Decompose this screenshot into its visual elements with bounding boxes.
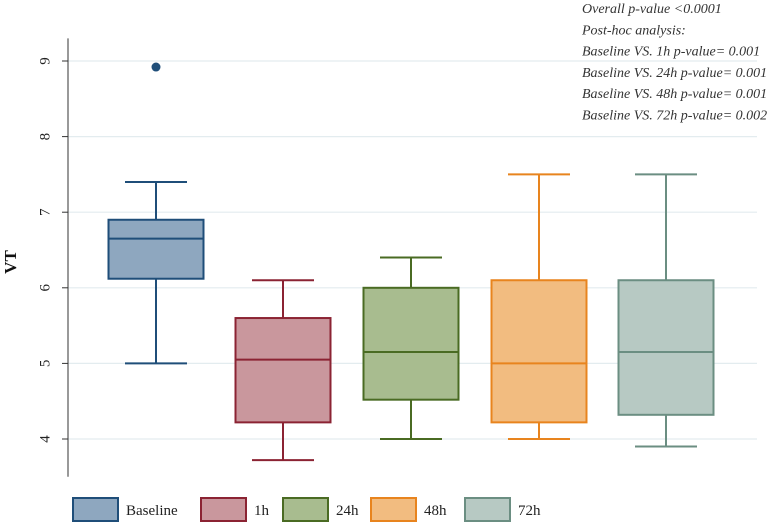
annotation-72h: Baseline VS. 72h p-value= 0.002 — [582, 109, 767, 124]
y-tick-label: 5 — [37, 360, 53, 368]
legend-label: 72h — [518, 503, 541, 519]
iqr-box — [617, 279, 715, 416]
y-tick-label: 7 — [37, 208, 53, 216]
y-axis-label: VT — [1, 250, 20, 274]
legend-label: 1h — [254, 503, 270, 519]
annotation-24h: Baseline VS. 24h p-value= 0.001 — [582, 66, 767, 81]
legend-swatch — [370, 497, 417, 522]
box-48h — [490, 173, 588, 440]
iqr-box — [490, 279, 588, 424]
legend-item-48h: 48h — [370, 497, 447, 522]
y-tick-label: 6 — [37, 284, 53, 292]
legend: Baseline 1h 24h 48h 72h — [72, 497, 541, 522]
y-tick-label: 9 — [37, 57, 53, 65]
annotation-1h: Baseline VS. 1h p-value= 0.001 — [582, 45, 760, 60]
annotation-48h: Baseline VS. 48h p-value= 0.001 — [582, 87, 767, 102]
box-1h — [234, 279, 332, 462]
annotation-overall: Overall p-value <0.0001 — [582, 2, 722, 17]
annotation-posthoc: Post-hoc analysis: — [581, 23, 686, 38]
iqr-box — [234, 317, 332, 424]
legend-swatch — [282, 497, 329, 522]
y-axis: VT 4 5 6 7 8 9 — [1, 38, 69, 477]
legend-item-1h: 1h — [200, 497, 270, 522]
box-24h — [362, 256, 460, 440]
legend-item-24h: 24h — [282, 497, 359, 522]
legend-label: 24h — [336, 503, 359, 519]
legend-item-72h: 72h — [464, 497, 541, 522]
legend-swatch — [72, 497, 119, 522]
boxes — [107, 62, 715, 462]
y-tick-label: 8 — [37, 133, 53, 141]
legend-item-baseline: Baseline — [72, 497, 178, 522]
iqr-box — [107, 218, 205, 280]
legend-swatch — [200, 497, 247, 522]
outlier-point — [151, 62, 161, 72]
legend-label: 48h — [424, 503, 447, 519]
legend-swatch — [464, 497, 511, 522]
box-72h — [617, 173, 715, 448]
stats-annotations: Overall p-value <0.0001 Post-hoc analysi… — [581, 2, 767, 124]
y-tick-label: 4 — [37, 435, 53, 443]
box-baseline — [107, 62, 205, 365]
iqr-box — [362, 286, 460, 401]
legend-label: Baseline — [126, 503, 178, 519]
